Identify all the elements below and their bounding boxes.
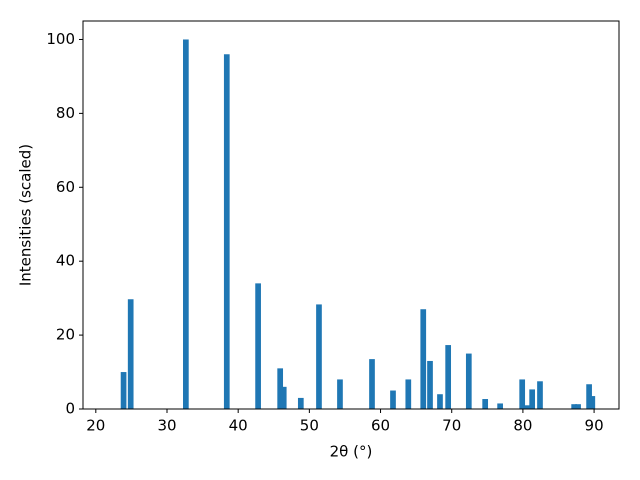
bar bbox=[297, 397, 304, 409]
y-tick-label: 100 bbox=[46, 30, 75, 48]
plot-frame bbox=[82, 20, 620, 410]
x-tick-label: 30 bbox=[157, 417, 176, 435]
x-tick-label: 90 bbox=[585, 417, 604, 435]
bar bbox=[183, 39, 189, 409]
bar bbox=[120, 372, 127, 409]
y-tick-label: 0 bbox=[65, 400, 75, 418]
bar bbox=[445, 345, 452, 409]
bar bbox=[405, 379, 412, 409]
bar bbox=[586, 384, 592, 409]
bar bbox=[529, 389, 536, 409]
x-tick-label: 40 bbox=[229, 417, 248, 435]
bar bbox=[437, 394, 443, 409]
x-axis-label: 2θ (°) bbox=[330, 443, 373, 461]
x-tick-label: 70 bbox=[442, 417, 461, 435]
bar bbox=[316, 304, 322, 409]
bar bbox=[497, 403, 503, 409]
bar bbox=[589, 396, 596, 409]
bar bbox=[277, 368, 284, 409]
bar bbox=[337, 379, 343, 409]
x-tick-label: 20 bbox=[86, 417, 105, 435]
bar bbox=[537, 381, 543, 409]
y-tick-label: 20 bbox=[56, 326, 75, 344]
x-tick-label: 50 bbox=[300, 417, 319, 435]
bar bbox=[575, 404, 581, 409]
bar bbox=[223, 54, 230, 409]
bar bbox=[524, 405, 531, 409]
bar bbox=[369, 359, 375, 409]
bar bbox=[427, 360, 433, 409]
x-tick-label: 80 bbox=[513, 417, 532, 435]
bar bbox=[482, 399, 489, 409]
y-tick-label: 60 bbox=[56, 178, 75, 196]
bar bbox=[465, 353, 472, 409]
y-tick-label: 40 bbox=[56, 252, 75, 270]
bar bbox=[390, 390, 396, 409]
bar bbox=[280, 386, 287, 409]
bar bbox=[519, 379, 526, 409]
y-axis-label: Intensities (scaled) bbox=[17, 144, 35, 286]
bar bbox=[571, 404, 578, 409]
bar bbox=[127, 299, 134, 409]
x-tick-label: 60 bbox=[371, 417, 390, 435]
bar bbox=[420, 309, 427, 409]
bar bbox=[255, 283, 261, 409]
y-tick-label: 80 bbox=[56, 104, 75, 122]
